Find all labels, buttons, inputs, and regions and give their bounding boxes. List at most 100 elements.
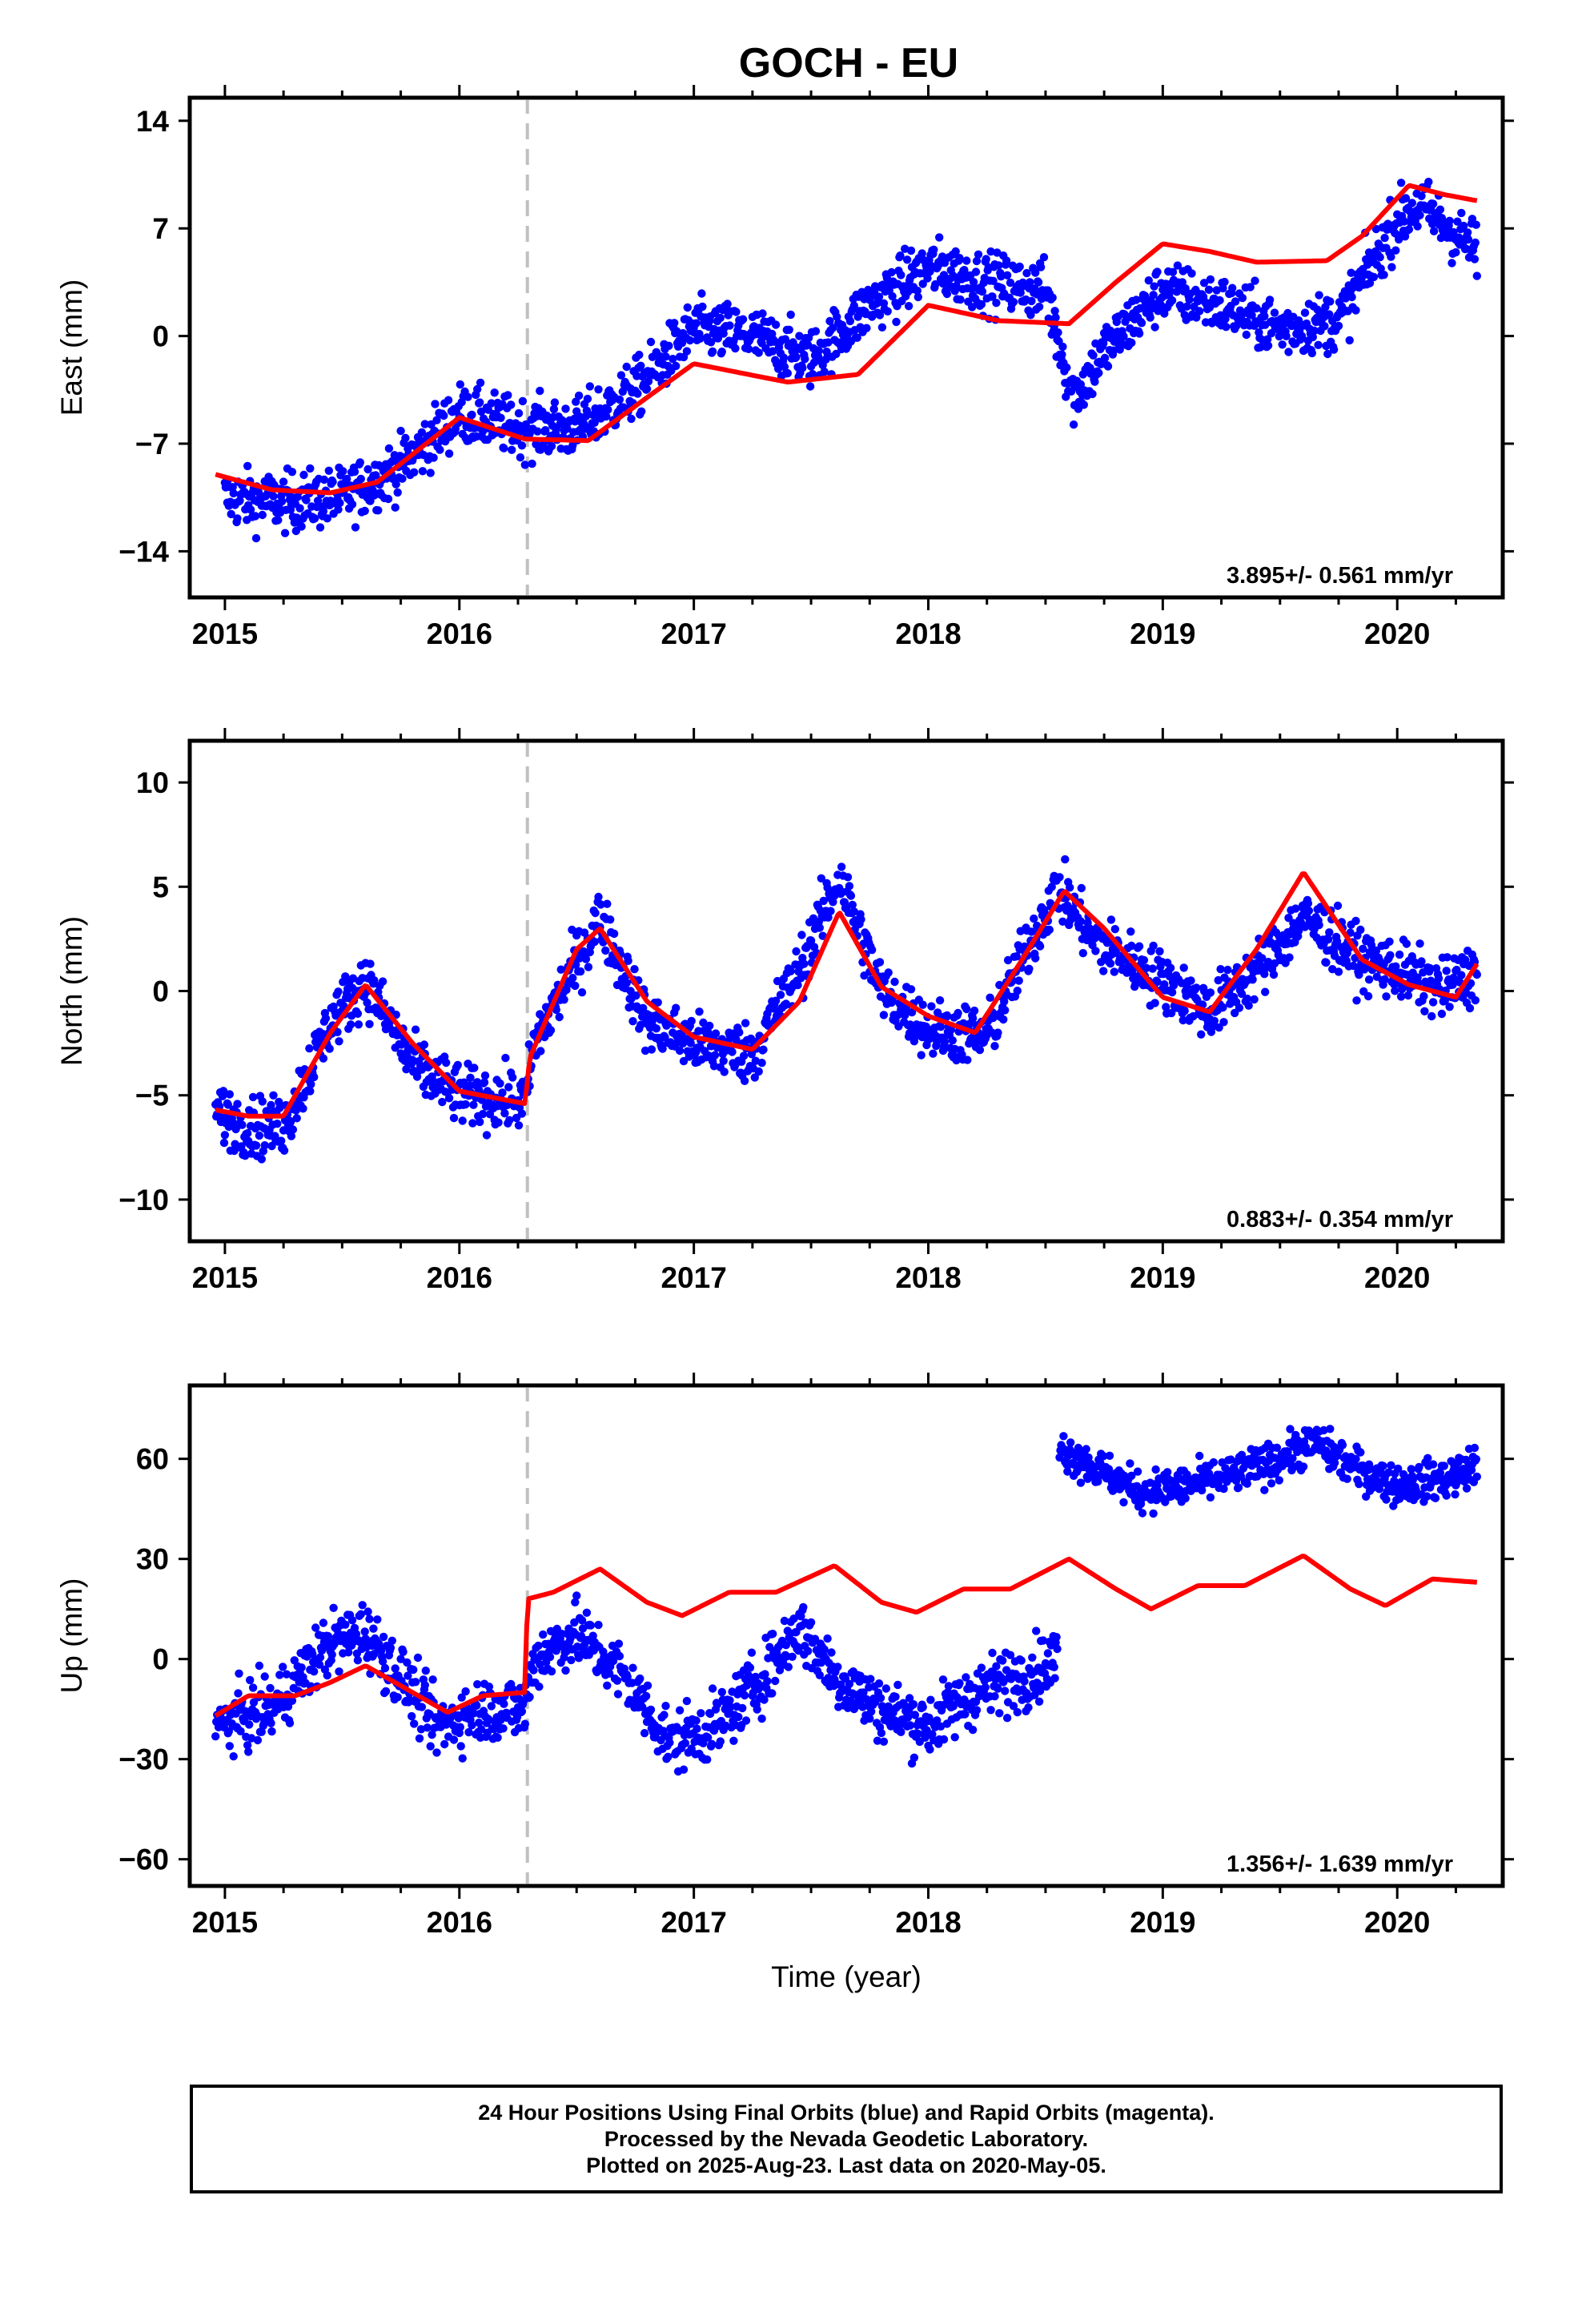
x-tick-label: 2019: [1130, 617, 1195, 650]
data-point: [346, 1020, 355, 1029]
data-point: [1132, 296, 1141, 304]
data-point: [944, 1682, 954, 1691]
data-point: [496, 413, 505, 422]
data-point: [1431, 1494, 1440, 1502]
data-point: [977, 300, 986, 309]
data-point: [988, 1648, 997, 1658]
data-point: [1231, 297, 1240, 306]
data-point: [1001, 1006, 1010, 1015]
data-point: [476, 378, 485, 388]
data-point: [623, 1672, 632, 1682]
data-point: [874, 1679, 884, 1688]
data-point: [728, 1047, 737, 1056]
data-point: [1031, 954, 1040, 963]
data-point: [1384, 1468, 1393, 1477]
data-point: [1160, 309, 1169, 318]
data-point: [225, 1090, 234, 1099]
data-point: [1006, 1651, 1015, 1659]
data-point: [882, 273, 892, 283]
data-point: [1027, 927, 1036, 936]
data-point: [717, 348, 726, 356]
data-point: [456, 1723, 464, 1731]
data-point: [1256, 343, 1265, 352]
data-point: [426, 1742, 435, 1751]
data-point: [468, 1721, 476, 1730]
data-point: [1034, 1679, 1042, 1688]
data-point: [1435, 1469, 1445, 1478]
data-point: [1394, 1464, 1403, 1474]
data-point: [248, 1683, 258, 1692]
data-point: [658, 1044, 667, 1053]
data-point: [469, 1100, 478, 1109]
data-point: [253, 1735, 263, 1745]
data-point: [507, 400, 516, 409]
data-point: [1470, 1443, 1480, 1453]
data-point: [453, 1060, 462, 1070]
x-tick-label: 2019: [1130, 1261, 1195, 1294]
data-point: [399, 1647, 408, 1656]
data-point: [1324, 935, 1333, 944]
data-point: [1376, 264, 1385, 273]
data-point: [612, 1676, 622, 1685]
data-point: [1030, 914, 1038, 923]
data-point: [482, 1131, 492, 1140]
data-point: [608, 1641, 617, 1651]
data-point: [877, 323, 887, 332]
data-point: [1058, 917, 1067, 927]
data-point: [420, 420, 429, 428]
data-point: [707, 1739, 717, 1748]
data-point: [458, 1116, 467, 1125]
data-point: [1099, 1452, 1108, 1461]
data-point: [866, 1675, 875, 1683]
data-point: [1464, 235, 1473, 244]
data-point: [865, 1714, 874, 1723]
data-point: [1385, 937, 1394, 947]
data-point: [950, 1733, 959, 1742]
data-point: [726, 1703, 735, 1711]
data-point: [1437, 1009, 1447, 1019]
data-point: [468, 410, 476, 420]
data-point: [1347, 292, 1356, 302]
data-point: [1266, 938, 1275, 947]
data-point: [358, 1601, 367, 1610]
data-point: [1206, 988, 1215, 997]
data-point: [1110, 967, 1119, 976]
data-point: [754, 1067, 763, 1076]
data-point: [1315, 920, 1323, 930]
data-point: [353, 1009, 363, 1019]
data-point: [1382, 992, 1391, 1001]
data-point: [1263, 958, 1273, 967]
data-point: [228, 483, 237, 492]
data-point: [1022, 268, 1031, 278]
data-point: [384, 444, 394, 453]
data-point: [628, 1663, 637, 1672]
data-point: [862, 324, 871, 332]
data-point: [219, 1138, 229, 1148]
data-point: [1077, 883, 1086, 893]
data-point: [1445, 216, 1454, 225]
data-point: [444, 1094, 454, 1103]
data-point: [1192, 313, 1201, 322]
data-point: [603, 899, 612, 908]
data-point: [622, 362, 631, 372]
data-point: [1263, 335, 1272, 344]
observation-series-1: [1055, 1425, 1482, 1518]
data-point: [408, 1711, 416, 1721]
data-point: [704, 1733, 713, 1742]
data-point: [401, 433, 410, 443]
data-point: [1148, 964, 1157, 973]
data-point: [1247, 311, 1256, 320]
data-point: [1006, 278, 1015, 287]
data-point: [356, 1610, 365, 1618]
data-point: [904, 302, 913, 311]
data-point: [1320, 322, 1329, 331]
y-tick-label: −30: [118, 1743, 169, 1776]
data-point: [1419, 991, 1428, 1001]
data-point: [1428, 998, 1438, 1007]
data-point: [646, 337, 656, 347]
data-point: [792, 352, 801, 362]
data-point: [1020, 1677, 1029, 1686]
data-point: [1166, 287, 1175, 296]
data-point: [1066, 1438, 1075, 1447]
